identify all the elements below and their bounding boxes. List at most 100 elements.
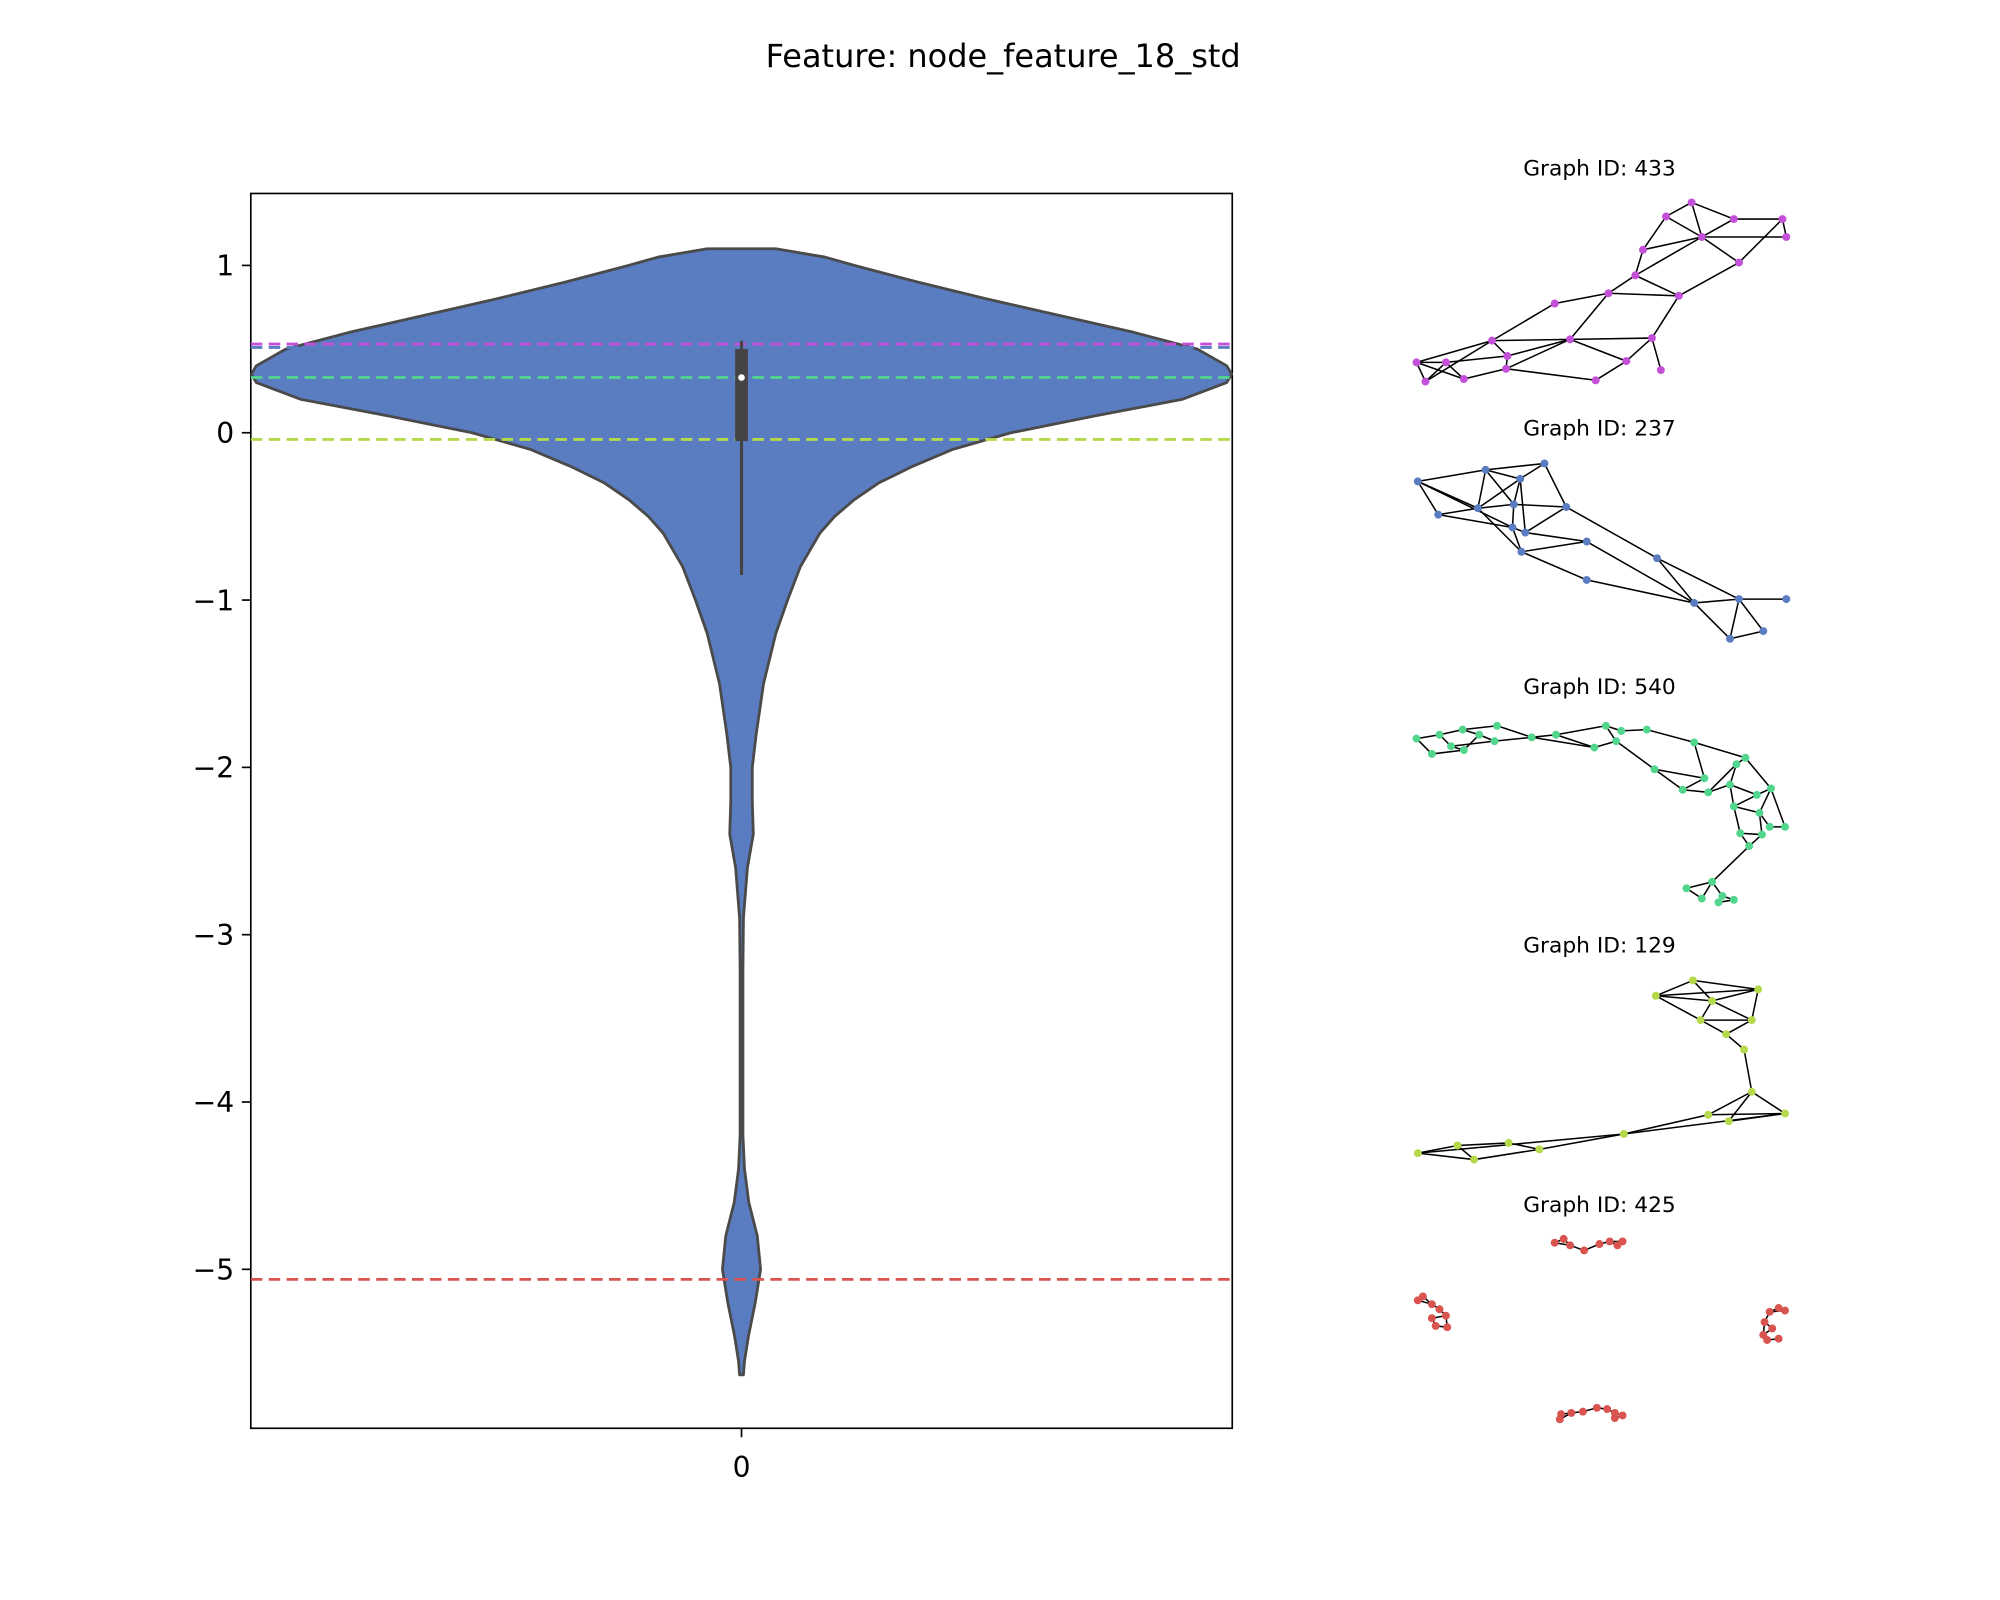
graph-edge (1555, 734, 1595, 749)
graph-node (1704, 788, 1713, 797)
graph-node (1458, 725, 1467, 734)
graph-edge (1539, 1133, 1624, 1151)
graph-panel: Graph ID: 433 (1412, 157, 1791, 386)
graph-node (1708, 996, 1717, 1005)
graph-node (1493, 721, 1502, 730)
graph-edge (1655, 995, 1713, 1002)
graph-edge (1651, 295, 1680, 339)
y-tick-label: 0 (216, 417, 234, 450)
graph-node (1592, 1403, 1601, 1412)
graph-edge (1625, 337, 1653, 362)
graph-edge (1729, 783, 1758, 796)
graph-node (1722, 1030, 1731, 1039)
graph-edge (1462, 725, 1498, 731)
graph-node (1618, 1237, 1627, 1246)
y-tick-label: −5 (193, 1254, 234, 1287)
graph-node (1729, 895, 1738, 904)
graph-node (1642, 725, 1651, 734)
graph-node (1653, 554, 1662, 563)
graph-node (1612, 737, 1621, 746)
graph-edge (1595, 360, 1627, 381)
graph-node (1591, 376, 1600, 385)
box-iqr (735, 349, 748, 442)
graph-node (1550, 299, 1559, 308)
graph-node (1758, 830, 1766, 839)
graph-node (1690, 598, 1699, 607)
graph-node (1687, 198, 1696, 207)
graph-panels: Graph ID: 433 Graph ID: 237 Graph ID: 540 G… (1412, 157, 1791, 1424)
graph-node (1617, 726, 1626, 735)
graph-node (1729, 215, 1738, 224)
graph-node (1431, 1321, 1440, 1330)
graph-node (1441, 1311, 1450, 1320)
graph-edge (1646, 728, 1695, 744)
graph-edge (1708, 1112, 1786, 1116)
graph-node (1540, 459, 1549, 468)
graph-node (1781, 822, 1789, 831)
graph-edge (1634, 249, 1644, 276)
graph-panel: Graph ID: 425 (1413, 1193, 1789, 1424)
graph-node (1763, 1336, 1772, 1344)
graph-edge (1511, 527, 1523, 553)
violin-layer (250, 247, 1234, 1377)
graph-node (1755, 808, 1764, 817)
graph-node (1732, 760, 1741, 769)
graph-node (1759, 627, 1768, 636)
graph-edge (1543, 463, 1567, 508)
graph-node (1434, 510, 1443, 519)
graph-node (1714, 898, 1723, 907)
graph-node (1490, 737, 1499, 746)
graph-node (1781, 1306, 1789, 1315)
graph-node (1459, 746, 1468, 755)
graph-edge (1693, 741, 1746, 759)
graph-node (1774, 1304, 1783, 1312)
graph-node (1765, 822, 1774, 831)
graph-node (1580, 1246, 1589, 1255)
graph-node (1740, 1045, 1749, 1054)
graph-node (1651, 991, 1660, 1000)
graph-node (1604, 289, 1613, 298)
box-median (738, 374, 745, 381)
graph-edge (1457, 1142, 1509, 1147)
graph-edge (1417, 1133, 1624, 1154)
graph-edge (1693, 602, 1731, 640)
graph-edge (1569, 292, 1610, 340)
graph-edge (1608, 292, 1679, 297)
graph-edge (1654, 768, 1705, 780)
graph-edge (1634, 274, 1680, 297)
graph-edge (1416, 361, 1465, 380)
graph-node (1488, 336, 1496, 345)
graph-edge (1491, 338, 1571, 342)
graph-node (1516, 474, 1525, 483)
graph-node (1745, 842, 1754, 851)
graph-edge (1417, 480, 1513, 529)
graph-edge (1438, 507, 1479, 516)
graph-edge (1656, 557, 1740, 600)
graph-edge (1519, 462, 1545, 480)
graph-node (1590, 743, 1599, 752)
graph-edge (1729, 630, 1764, 640)
graph-edge (1485, 469, 1515, 505)
figure-title: Feature: node_feature_18_std (766, 37, 1241, 75)
graph-node (1412, 358, 1421, 367)
graph-edge (1665, 201, 1692, 218)
graph-edge (1655, 979, 1694, 997)
graph-edge (1733, 805, 1760, 814)
graph-edge (1554, 292, 1609, 305)
graph-edge (1477, 469, 1487, 509)
graph-node (1690, 738, 1699, 747)
graph-node (1734, 258, 1743, 267)
graph-edge (1743, 1049, 1753, 1092)
graph-edge (1463, 368, 1507, 380)
graph-title: Graph ID: 433 (1523, 157, 1676, 182)
graph-node (1509, 500, 1518, 509)
graph-node (1550, 1238, 1559, 1247)
violin-plot: 1 0 −1 −2 −3 −4 −5 0 (193, 192, 1234, 1484)
graph-node (1470, 1155, 1479, 1164)
graph-edge (1655, 995, 1701, 1021)
graph-edge (1711, 845, 1750, 883)
graph-node (1662, 212, 1670, 221)
graph-edge (1634, 236, 1703, 277)
graph-edge (1508, 1142, 1540, 1151)
graph-edge (1707, 763, 1737, 793)
